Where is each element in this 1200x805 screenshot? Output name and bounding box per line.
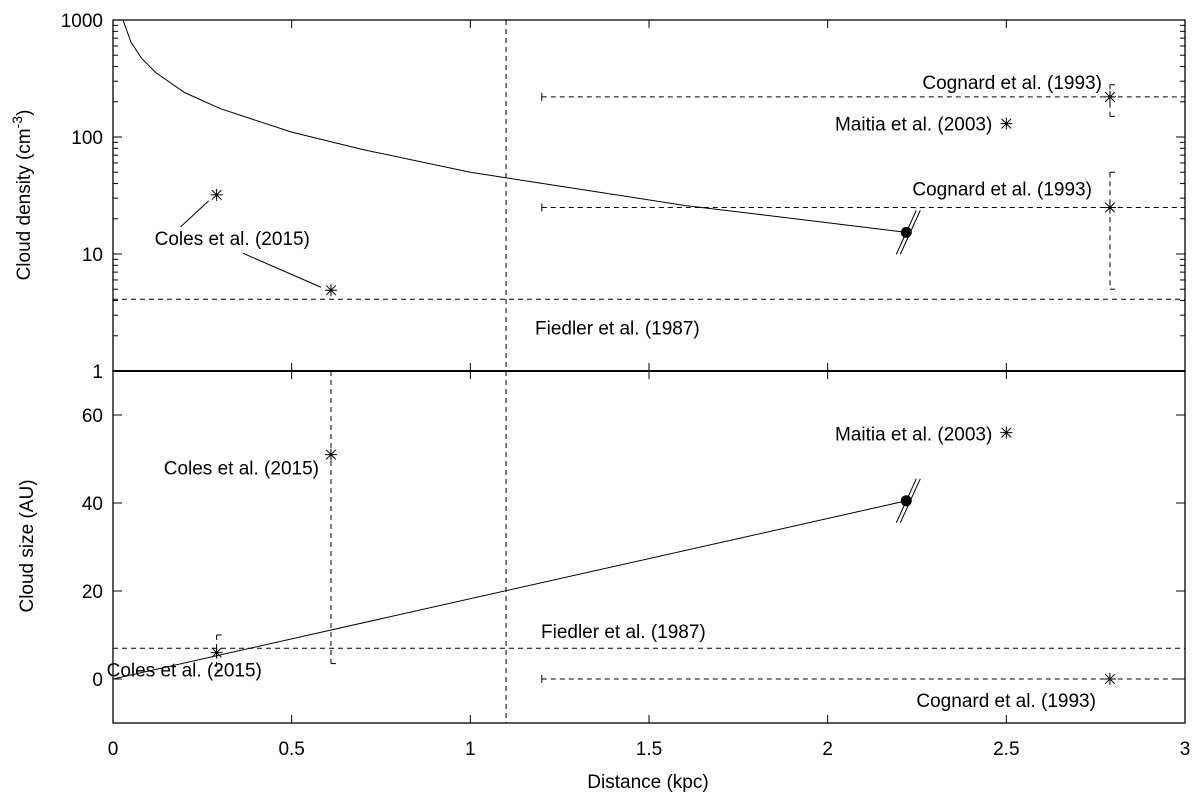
bottom-y-tick-label: 0 xyxy=(92,670,103,691)
top-panel-density: 1 10 100 1000 Cognard et al. (1993) Maitia et… xyxy=(61,11,1186,723)
x-tick-label: 2.5 xyxy=(993,739,1019,760)
model-point-density xyxy=(900,226,912,238)
bottom-plot-frame xyxy=(112,370,1186,724)
model-curve-density xyxy=(122,20,907,233)
top-y-axis-label-sup: -3 xyxy=(9,116,25,129)
top-plot-area xyxy=(113,20,1185,300)
bottom-panel-size: 0 0.5 1 1.5 2 2.5 3 0 20 40 60 Maitia et al. (2003)… xyxy=(82,370,1191,760)
data-point-marker xyxy=(1000,117,1013,130)
top-y-tick-label: 1000 xyxy=(61,11,103,32)
data-point-marker xyxy=(1103,201,1116,214)
bottom-plot-area xyxy=(113,500,1185,680)
data-point-marker xyxy=(324,284,337,297)
bottom-y-tick-label: 20 xyxy=(82,582,103,603)
annotation-leader-line xyxy=(180,200,209,228)
annotation-leader-line xyxy=(242,252,322,288)
top-y-axis-label-main: Cloud density (cm xyxy=(14,128,35,280)
top-y-axis-label-end: ) xyxy=(14,110,35,116)
data-point-marker xyxy=(324,448,337,461)
data-point-marker xyxy=(210,188,223,201)
x-tick-label: 1 xyxy=(465,739,476,760)
model-point-size xyxy=(900,495,912,507)
top-y-tick-label: 100 xyxy=(71,128,103,149)
data-point-annotation: Coles et al. (2015) xyxy=(164,459,319,480)
model-curve-size xyxy=(113,500,907,680)
data-point-annotation: Maitia et al. (2003) xyxy=(835,115,992,136)
x-tick-label: 2 xyxy=(822,739,833,760)
top-y-tick-label: 10 xyxy=(82,245,103,266)
bottom-y-axis-label: Cloud size (AU) xyxy=(17,479,38,612)
data-point-annotation: Fiedler et al. (1987) xyxy=(535,318,700,339)
data-point-annotation: Fiedler et al. (1987) xyxy=(541,622,706,643)
data-point-annotation: Cognard et al. (1993) xyxy=(916,691,1096,712)
data-point-marker xyxy=(1000,426,1013,439)
data-point-annotation: Maitia et al. (2003) xyxy=(835,425,992,446)
x-tick-label: 1.5 xyxy=(636,739,662,760)
top-y-axis-label: Cloud density (cm-3) xyxy=(9,110,35,281)
data-point-annotation: Cognard et al. (1993) xyxy=(922,73,1102,94)
x-axis-label: Distance (kpc) xyxy=(587,772,708,793)
data-point-annotation: Coles et al. (2015) xyxy=(155,229,310,250)
data-point-marker xyxy=(210,646,223,659)
bottom-y-tick-label: 40 xyxy=(82,494,103,515)
x-tick-label: 0 xyxy=(108,739,119,760)
x-tick-label: 3 xyxy=(1180,739,1191,760)
data-point-annotation: Coles et al. (2015) xyxy=(107,661,262,682)
data-point-marker xyxy=(1103,673,1116,685)
data-point-annotation: Cognard et al. (1993) xyxy=(912,179,1092,200)
top-y-tick-label: 1 xyxy=(92,362,103,383)
bottom-y-tick-label: 60 xyxy=(82,406,103,427)
data-point-marker xyxy=(1103,90,1116,103)
x-tick-label: 0.5 xyxy=(278,739,304,760)
